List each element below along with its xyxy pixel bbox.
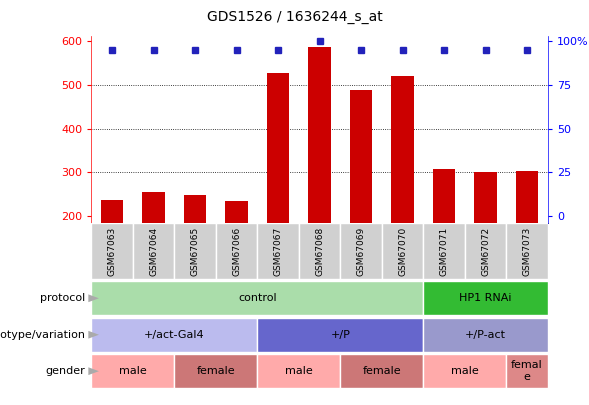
Text: GSM67063: GSM67063 bbox=[108, 226, 117, 276]
Text: +/P-act: +/P-act bbox=[465, 330, 506, 340]
Text: protocol: protocol bbox=[40, 293, 85, 303]
Bar bbox=[142, 192, 165, 223]
Text: GSM67071: GSM67071 bbox=[439, 226, 449, 276]
Bar bbox=[474, 173, 497, 223]
Text: control: control bbox=[238, 293, 277, 303]
Bar bbox=[423, 318, 548, 352]
Bar bbox=[91, 318, 257, 352]
Bar bbox=[133, 223, 174, 279]
Bar bbox=[515, 171, 538, 223]
Text: femal
e: femal e bbox=[511, 360, 543, 382]
Bar bbox=[507, 354, 548, 388]
Bar bbox=[101, 200, 124, 223]
Text: female: female bbox=[362, 366, 401, 376]
Polygon shape bbox=[88, 331, 99, 339]
Text: male: male bbox=[119, 366, 147, 376]
Bar bbox=[391, 76, 414, 223]
Text: GSM67070: GSM67070 bbox=[398, 226, 407, 276]
Bar bbox=[299, 223, 340, 279]
Bar bbox=[350, 90, 372, 223]
Text: GSM67068: GSM67068 bbox=[315, 226, 324, 276]
Text: +/P: +/P bbox=[330, 330, 350, 340]
Bar bbox=[382, 223, 423, 279]
Bar bbox=[174, 223, 216, 279]
Text: GSM67069: GSM67069 bbox=[356, 226, 366, 276]
Bar bbox=[423, 281, 548, 315]
Bar bbox=[465, 223, 507, 279]
Text: GSM67066: GSM67066 bbox=[232, 226, 241, 276]
Bar bbox=[432, 169, 455, 223]
Bar bbox=[340, 223, 382, 279]
Bar bbox=[340, 354, 423, 388]
Text: male: male bbox=[285, 366, 313, 376]
Polygon shape bbox=[88, 294, 99, 302]
Bar bbox=[257, 354, 340, 388]
Bar bbox=[91, 354, 174, 388]
Bar bbox=[423, 354, 507, 388]
Text: female: female bbox=[197, 366, 235, 376]
Bar bbox=[507, 223, 548, 279]
Bar bbox=[257, 223, 299, 279]
Text: HP1 RNAi: HP1 RNAi bbox=[459, 293, 512, 303]
Text: GSM67073: GSM67073 bbox=[522, 226, 531, 276]
Text: male: male bbox=[451, 366, 479, 376]
Bar bbox=[225, 201, 248, 223]
Bar bbox=[174, 354, 257, 388]
Text: GSM67064: GSM67064 bbox=[149, 226, 158, 276]
Text: GSM67067: GSM67067 bbox=[273, 226, 283, 276]
Bar bbox=[91, 281, 423, 315]
Text: GSM67072: GSM67072 bbox=[481, 226, 490, 276]
Text: GSM67065: GSM67065 bbox=[190, 226, 200, 276]
Text: +/act-Gal4: +/act-Gal4 bbox=[144, 330, 204, 340]
Bar bbox=[91, 223, 133, 279]
Bar bbox=[184, 195, 207, 223]
Bar bbox=[216, 223, 257, 279]
Bar bbox=[257, 318, 423, 352]
Text: gender: gender bbox=[46, 366, 85, 376]
Bar bbox=[308, 47, 331, 223]
Text: GDS1526 / 1636244_s_at: GDS1526 / 1636244_s_at bbox=[207, 10, 382, 24]
Text: genotype/variation: genotype/variation bbox=[0, 330, 85, 340]
Polygon shape bbox=[88, 367, 99, 375]
Bar bbox=[423, 223, 465, 279]
Bar bbox=[267, 73, 289, 223]
